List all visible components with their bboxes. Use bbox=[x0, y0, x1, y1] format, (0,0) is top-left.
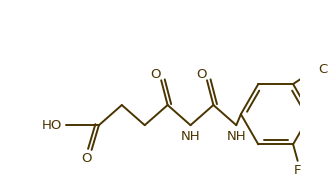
Text: O: O bbox=[151, 68, 161, 81]
Text: O: O bbox=[196, 68, 207, 81]
Text: HO: HO bbox=[42, 119, 62, 132]
Text: NH: NH bbox=[181, 130, 200, 143]
Text: O: O bbox=[81, 152, 91, 165]
Text: NH: NH bbox=[227, 130, 246, 143]
Text: Cl: Cl bbox=[319, 63, 328, 76]
Text: F: F bbox=[294, 164, 301, 177]
